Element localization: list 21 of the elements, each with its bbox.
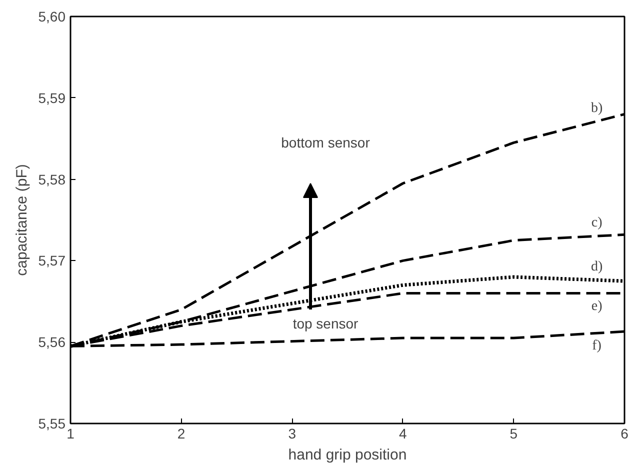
y-tick-label: 5,58: [38, 171, 66, 188]
series-label: b): [590, 100, 603, 116]
series-label: d): [590, 260, 603, 275]
x-tick-label: 1: [66, 426, 75, 442]
annotation: top sensor: [292, 316, 359, 332]
y-tick-label: 5,55: [38, 416, 66, 432]
y-tick-label: 5,59: [38, 90, 66, 106]
x-tick-label: 3: [288, 426, 296, 442]
annotation: bottom sensor: [281, 134, 370, 150]
y-tick-label: 5,60: [38, 8, 66, 24]
y-tick-label: 5,56: [38, 334, 66, 350]
series-label: f): [592, 338, 602, 354]
y-tick-label: 5,57: [38, 252, 66, 269]
x-axis-title: hand grip position: [288, 446, 407, 464]
x-tick-label: 5: [510, 426, 518, 442]
y-axis-title: capacitance (pF): [13, 164, 30, 276]
x-tick-label: 2: [177, 426, 186, 442]
x-tick-label: 6: [620, 426, 629, 442]
series-label: c): [591, 216, 603, 231]
x-tick-label: 4: [399, 426, 408, 442]
series-label: e): [591, 298, 603, 314]
